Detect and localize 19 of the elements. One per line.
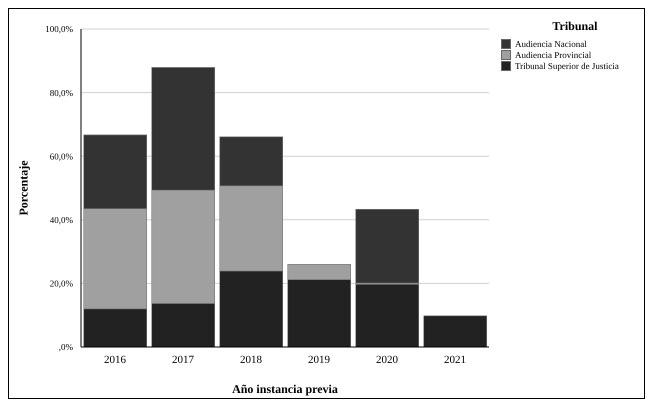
bar — [423, 316, 488, 347]
y-tick-label: 40,0% — [50, 214, 74, 225]
legend-label: Audiencia Nacional — [515, 38, 587, 48]
y-tick-label: 60,0% — [50, 151, 74, 162]
y-tick-label: ,0% — [58, 342, 74, 352]
x-axis-title: Año instancia previa — [232, 382, 338, 396]
x-tick-label: 2019 — [308, 354, 330, 366]
legend-label: Audiencia Provincial — [515, 50, 592, 60]
y-tick-label: 20,0% — [50, 278, 74, 289]
x-tick-label: 2018 — [240, 354, 262, 366]
y-axis-title: Porcentaje — [16, 160, 30, 216]
y-tick-label: 100,0% — [45, 24, 74, 34]
x-tick-label: 2016 — [104, 354, 126, 366]
x-tick-label: 2017 — [172, 354, 194, 366]
y-tick-label: 80,0% — [50, 88, 74, 98]
legend-title: Tribunal — [551, 19, 599, 34]
x-tick-label: 2021 — [444, 354, 466, 366]
x-tick-label: 2020 — [376, 354, 398, 366]
legend-label: Tribunal Superior de Justicia — [515, 60, 619, 70]
